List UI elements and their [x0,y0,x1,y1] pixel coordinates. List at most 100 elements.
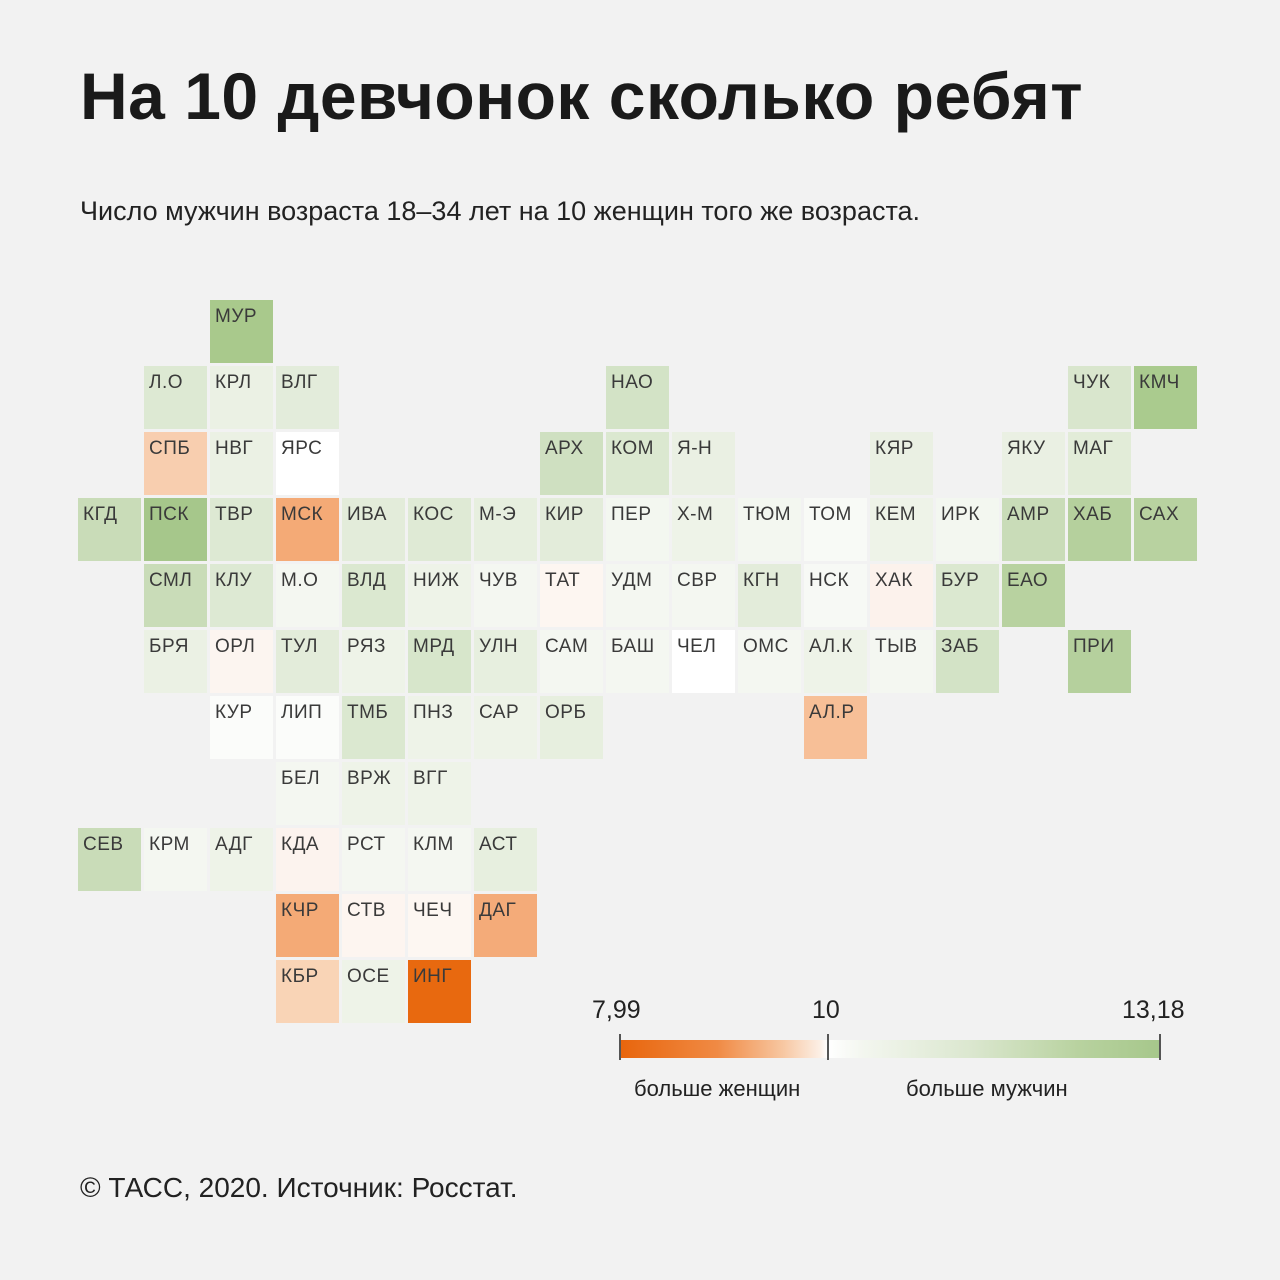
region-tile: ОСЕ [342,960,405,1023]
region-tile: КГН [738,564,801,627]
region-code: АМР [1007,504,1050,525]
region-code: КБР [281,966,319,987]
region-tile: КЛУ [210,564,273,627]
region-tile: САМ [540,630,603,693]
region-code: МУР [215,306,258,327]
region-code: ИНГ [413,966,453,987]
region-tile: АРХ [540,432,603,495]
legend-tick-max [1159,1034,1161,1060]
region-code: АЛ.Р [809,702,855,723]
region-tile: ИРК [936,498,999,561]
region-tile: КБР [276,960,339,1023]
region-code: СЕВ [83,834,124,855]
region-code: САХ [1139,504,1180,525]
region-code: Л.О [149,372,184,393]
region-tile: СМЛ [144,564,207,627]
region-code: РЯЗ [347,636,386,657]
region-tile: Л.О [144,366,207,429]
region-tile: КИР [540,498,603,561]
region-tile: КОМ [606,432,669,495]
region-code: КЛМ [413,834,454,855]
region-tile: М.О [276,564,339,627]
region-tile: М-Э [474,498,537,561]
legend-max-label: 13,18 [1122,996,1185,1024]
region-code: ПЕР [611,504,652,525]
region-code: ТОМ [809,504,852,525]
region-tile: ХАК [870,564,933,627]
region-tile: ДАГ [474,894,537,957]
region-tile: ПЕР [606,498,669,561]
region-tile: ХАБ [1068,498,1131,561]
region-tile: ТОМ [804,498,867,561]
region-code: ВЛГ [281,372,318,393]
region-code: УДМ [611,570,653,591]
region-code: МСК [281,504,324,525]
region-code: БРЯ [149,636,189,657]
region-tile: ИВА [342,498,405,561]
region-code: НВГ [215,438,254,459]
region-tile: МУР [210,300,273,363]
region-code: КИР [545,504,584,525]
region-code: КОС [413,504,454,525]
region-code: АЛ.К [809,636,853,657]
region-code: АДГ [215,834,253,855]
region-code: ПНЗ [413,702,454,723]
region-tile: НВГ [210,432,273,495]
region-code: СМЛ [149,570,193,591]
region-tile: КЯР [870,432,933,495]
region-tile: ОРБ [540,696,603,759]
region-code: ХАК [875,570,913,591]
region-tile: МАГ [1068,432,1131,495]
region-code: ПРИ [1073,636,1115,657]
region-tile: АЛ.К [804,630,867,693]
region-tile: СПБ [144,432,207,495]
region-code: ОМС [743,636,789,657]
region-tile: АДГ [210,828,273,891]
legend-tick-mid [827,1034,829,1060]
region-tile: БЕЛ [276,762,339,825]
region-code: АСТ [479,834,518,855]
region-code: БАШ [611,636,655,657]
region-code: ЗАБ [941,636,980,657]
region-code: САР [479,702,520,723]
region-tile: СТВ [342,894,405,957]
region-tile: КУР [210,696,273,759]
region-tile: КДА [276,828,339,891]
legend-min-label: 7,99 [592,996,641,1024]
region-tile: ПРИ [1068,630,1131,693]
region-code: БУР [941,570,980,591]
region-tile: СВР [672,564,735,627]
region-tile: Я-Н [672,432,735,495]
region-code: ЯКУ [1007,438,1046,459]
region-tile: ЧЕЛ [672,630,735,693]
region-code: БЕЛ [281,768,321,789]
region-tile: ПНЗ [408,696,471,759]
page-title: На 10 девчонок сколько ребят [80,59,1084,133]
region-tile: ВЛД [342,564,405,627]
region-code: ТЮМ [743,504,792,525]
region-code: ТАТ [545,570,581,591]
region-tile: МРД [408,630,471,693]
region-code: М-Э [479,504,517,525]
region-code: КМЧ [1139,372,1180,393]
region-tile: ЕАО [1002,564,1065,627]
region-code: КГН [743,570,780,591]
region-tile: ТМБ [342,696,405,759]
region-tile: КРЛ [210,366,273,429]
region-code: ЧЕЛ [677,636,717,657]
region-code: ИРК [941,504,980,525]
region-tile: ТЮМ [738,498,801,561]
region-code: КЧР [281,900,319,921]
region-code: КЛУ [215,570,253,591]
page-subtitle: Число мужчин возраста 18–34 лет на 10 же… [80,196,921,226]
region-code: ВРЖ [347,768,392,789]
region-tile: УДМ [606,564,669,627]
region-code: КРМ [149,834,190,855]
region-tile: КМЧ [1134,366,1197,429]
region-code: АРХ [545,438,584,459]
region-code: НСК [809,570,850,591]
region-tile: СЕВ [78,828,141,891]
region-code: ОСЕ [347,966,390,987]
region-tile: ВРЖ [342,762,405,825]
